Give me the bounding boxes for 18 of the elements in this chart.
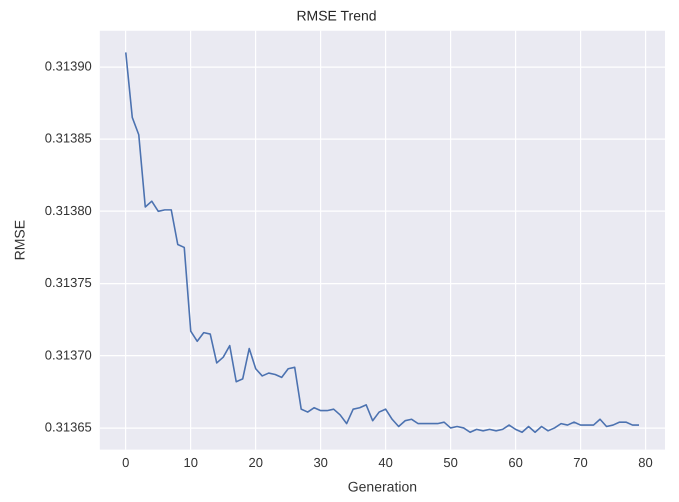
x-tick-label: 10 [184,454,198,470]
y-tick-label: 0.31380 [44,202,92,218]
y-tick-label: 0.31385 [44,130,92,146]
x-tick-label: 70 [573,454,588,470]
chart-title: RMSE Trend [296,7,377,24]
x-tick-label: 80 [638,454,653,470]
y-tick-label: 0.31370 [44,347,92,362]
x-tick-label: 30 [313,454,328,470]
x-tick-label: 40 [378,454,393,470]
x-tick-label: 0 [122,454,130,470]
x-axis-title: Generation [348,478,418,494]
y-axis-title: RMSE [11,220,28,260]
y-tick-label: 0.31390 [44,58,92,74]
x-tick-label: 20 [248,454,263,470]
y-tick-label: 0.31365 [44,420,92,435]
y-tick-label: 0.31375 [44,275,92,290]
x-tick-label: 60 [508,454,523,470]
x-tick-label: 50 [443,454,458,470]
